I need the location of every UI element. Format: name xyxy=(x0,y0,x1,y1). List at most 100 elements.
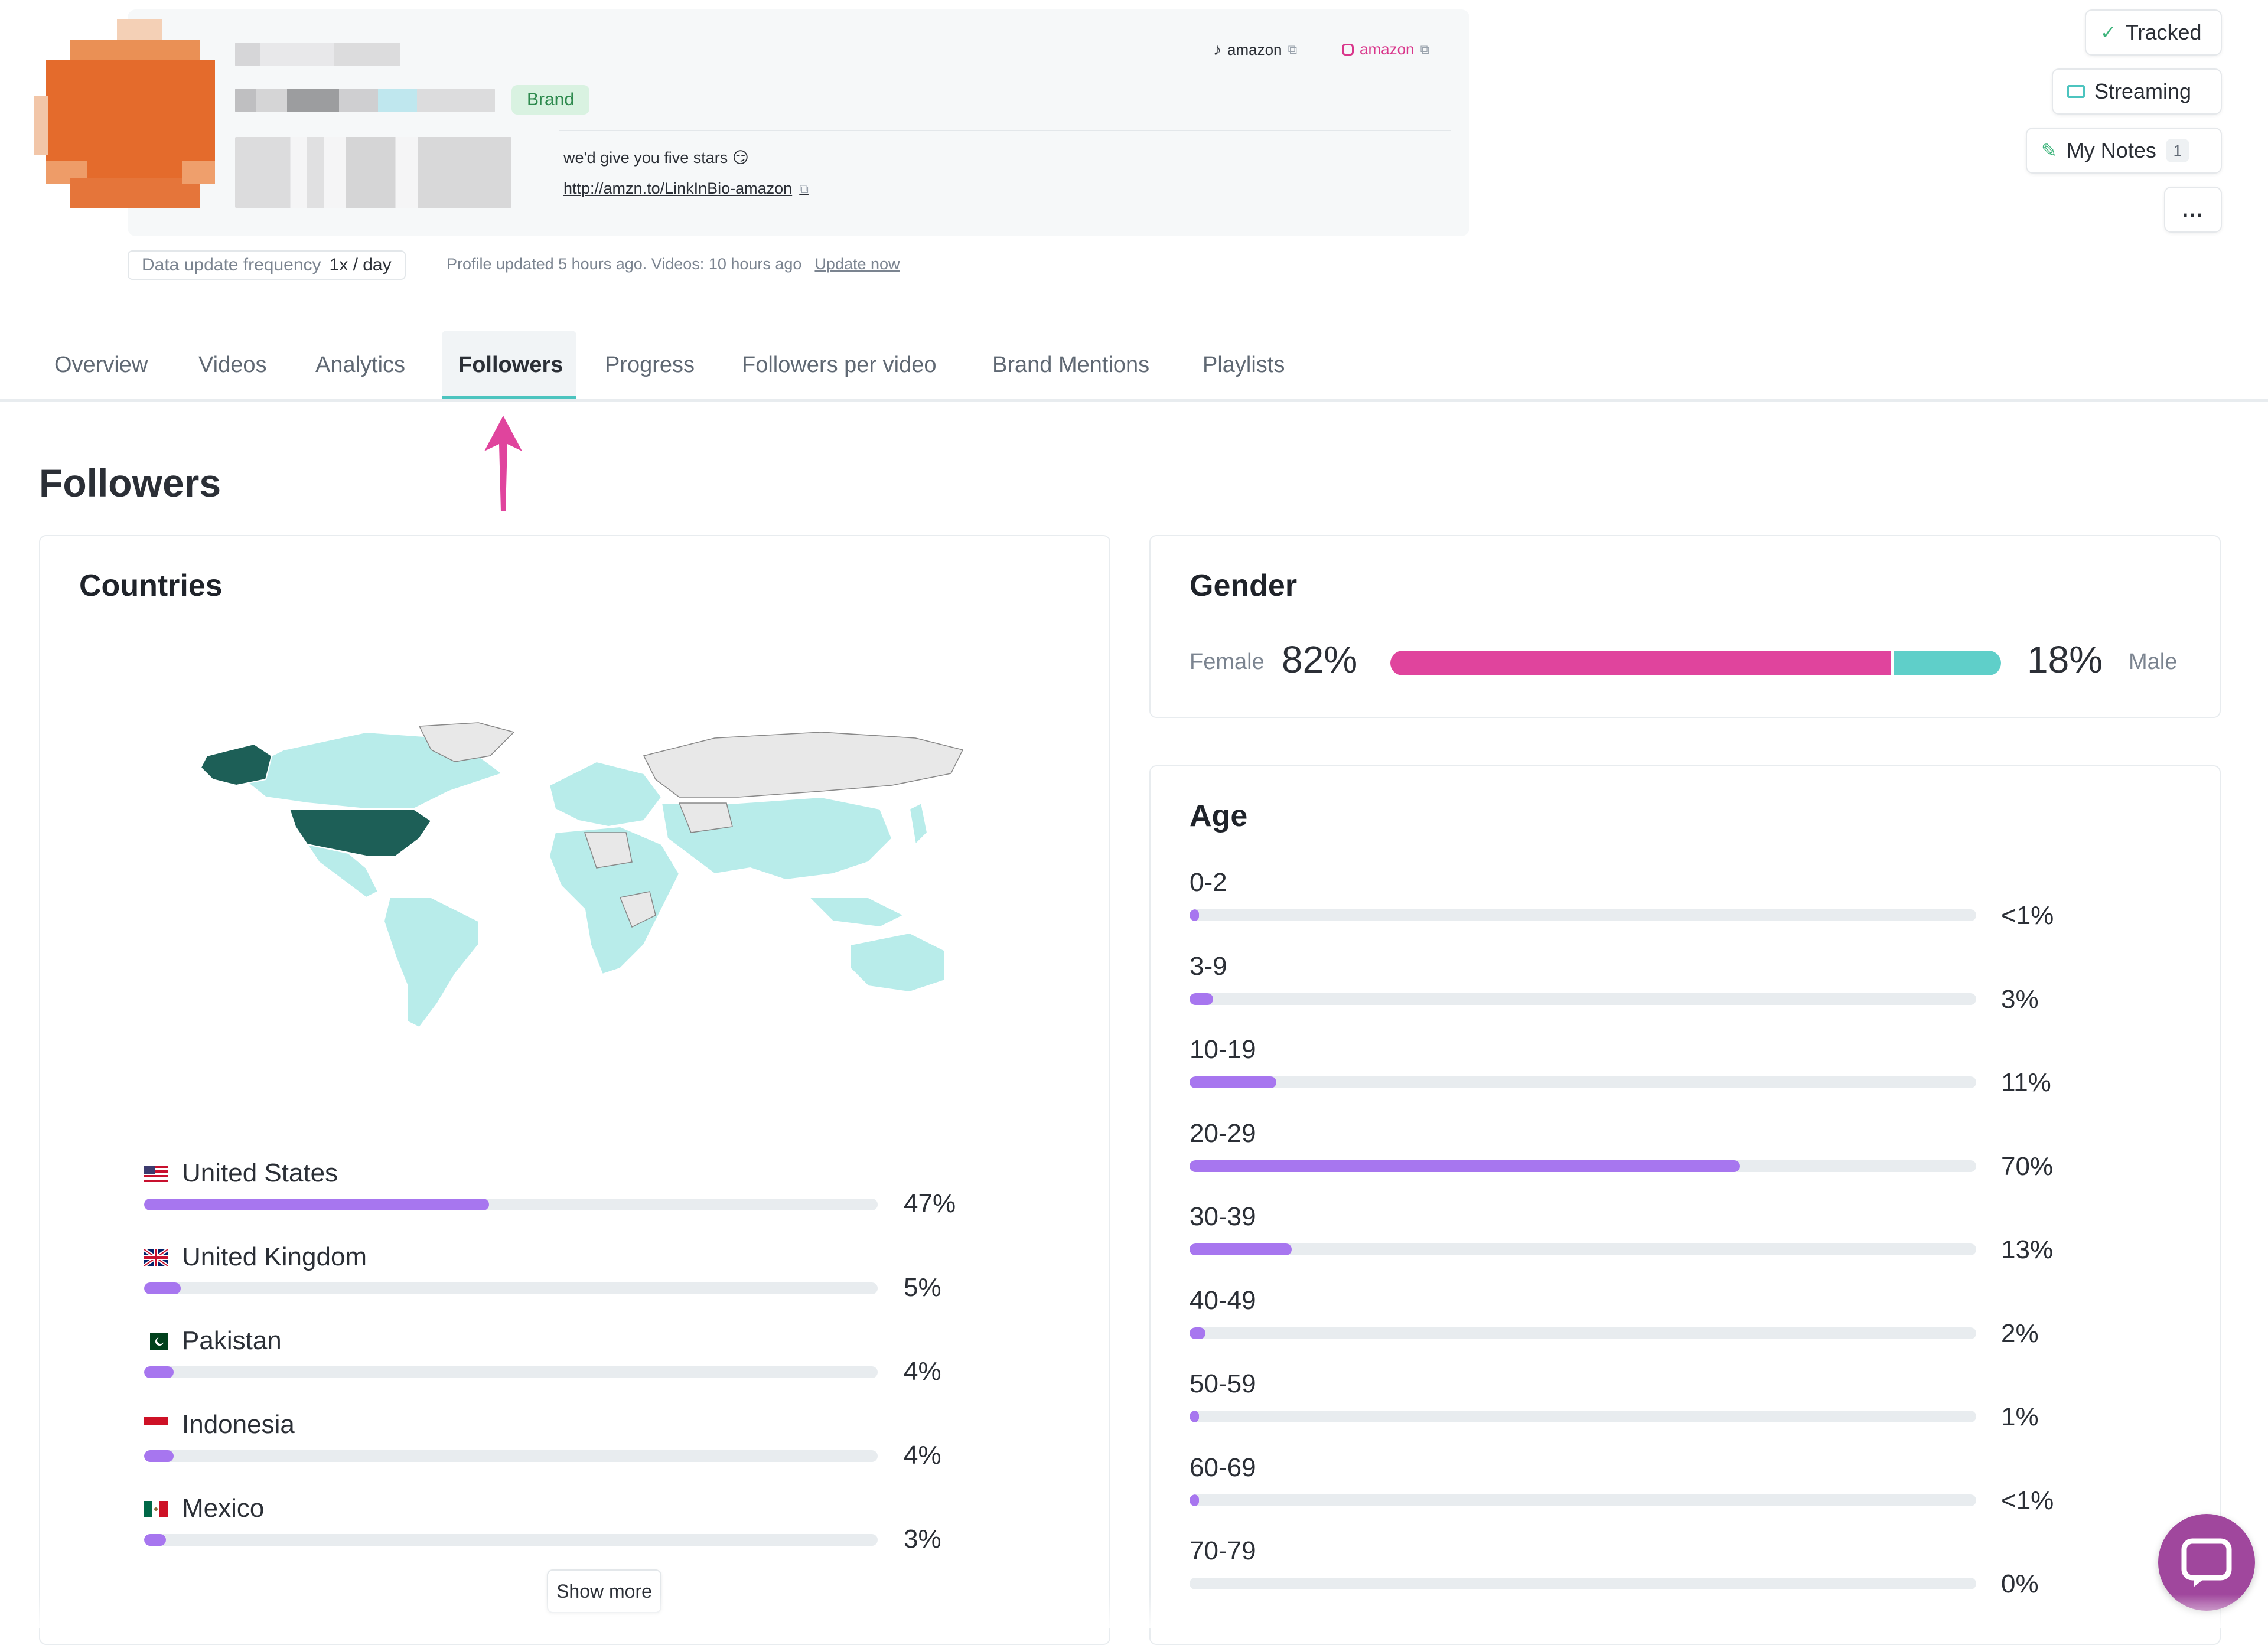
instagram-handle: amazon xyxy=(1360,40,1415,58)
age-bar-fill xyxy=(1190,993,1213,1005)
external-link-icon: ⧉ xyxy=(1288,42,1298,57)
brand-badge: Brand xyxy=(511,85,589,115)
age-bar xyxy=(1190,1578,1976,1589)
male-label: Male xyxy=(2129,649,2178,674)
country-row: Indonesia 4% xyxy=(144,1410,983,1470)
age-bar-fill xyxy=(1190,1243,1292,1255)
age-bar xyxy=(1190,1327,1976,1339)
external-link-icon: ⧉ xyxy=(799,181,809,196)
age-bar xyxy=(1190,909,1976,921)
age-range: 30-39 xyxy=(1190,1202,1256,1231)
tracked-label: Tracked xyxy=(2125,20,2202,44)
flag-id-icon xyxy=(144,1417,168,1434)
age-row: 60-69 <1% xyxy=(1190,1453,2075,1524)
age-row: 50-59 1% xyxy=(1190,1369,2075,1440)
external-link-icon: ⧉ xyxy=(1420,41,1430,57)
tab-analytics[interactable]: Analytics xyxy=(315,352,406,377)
tab-overview[interactable]: Overview xyxy=(54,352,148,377)
age-range: 3-9 xyxy=(1190,951,1227,981)
page-title: Followers xyxy=(39,461,221,505)
instagram-icon xyxy=(1342,43,1354,56)
tab-bar: Overview Videos Analytics Followers Prog… xyxy=(0,331,2268,402)
tab-brand-mentions[interactable]: Brand Mentions xyxy=(992,352,1150,377)
my-notes-button[interactable]: ✎ My Notes 1 xyxy=(2026,128,2222,174)
my-notes-label: My Notes xyxy=(2066,138,2156,162)
tab-playlists[interactable]: Playlists xyxy=(1203,352,1285,377)
country-bar xyxy=(144,1366,878,1378)
country-row: United Kingdom 5% xyxy=(144,1242,983,1302)
tracked-button[interactable]: ✓ Tracked xyxy=(2085,9,2222,56)
bio-text: we'd give you five stars 😏 xyxy=(563,149,749,167)
show-more-button[interactable]: Show more xyxy=(547,1569,662,1613)
gender-bar-divider xyxy=(1891,651,1894,675)
instagram-link[interactable]: amazon ⧉ xyxy=(1342,40,1429,58)
bio-link-text[interactable]: http://amzn.to/LinkInBio-amazon xyxy=(563,179,793,197)
country-name: Indonesia xyxy=(182,1410,295,1439)
countries-title: Countries xyxy=(79,569,223,603)
country-bar xyxy=(144,1282,878,1294)
pencil-icon: ✎ xyxy=(2041,140,2057,161)
age-range: 10-19 xyxy=(1190,1035,1256,1064)
country-bar xyxy=(144,1450,878,1462)
male-percent: 18% xyxy=(2027,638,2103,681)
country-percent: 5% xyxy=(904,1273,941,1302)
age-row: 40-49 2% xyxy=(1190,1286,2075,1357)
tab-progress[interactable]: Progress xyxy=(605,352,695,377)
pointer-arrow-icon xyxy=(484,416,522,511)
gender-bar-male xyxy=(1893,651,2001,675)
country-bar xyxy=(144,1534,878,1546)
gender-title: Gender xyxy=(1190,569,1298,603)
country-name: United Kingdom xyxy=(182,1242,367,1271)
age-percent: 1% xyxy=(2001,1402,2039,1431)
country-bar-fill xyxy=(144,1450,174,1462)
age-range: 60-69 xyxy=(1190,1453,1256,1482)
country-bar-fill xyxy=(144,1366,174,1378)
age-percent: 11% xyxy=(2001,1068,2051,1097)
chat-icon xyxy=(2181,1538,2232,1587)
gender-card xyxy=(1149,535,2221,718)
country-bar-fill xyxy=(144,1534,167,1546)
tiktok-link[interactable]: ♪ amazon ⧉ xyxy=(1213,40,1297,59)
more-options-button[interactable]: ... xyxy=(2164,187,2222,233)
bio-divider xyxy=(559,130,1451,131)
age-range: 0-2 xyxy=(1190,868,1227,897)
age-bar-fill xyxy=(1190,1160,1741,1172)
age-row: 0-2 <1% xyxy=(1190,868,2075,939)
age-percent: 2% xyxy=(2001,1318,2039,1348)
flag-pk-icon xyxy=(144,1333,168,1350)
country-name: United States xyxy=(182,1158,338,1187)
country-bar-fill xyxy=(144,1199,489,1210)
country-row: Pakistan 4% xyxy=(144,1326,983,1386)
tiktok-handle: amazon xyxy=(1227,40,1282,58)
age-bar xyxy=(1190,1243,1976,1255)
age-row: 3-9 3% xyxy=(1190,952,2075,1023)
countries-card xyxy=(39,535,1110,1645)
tab-videos[interactable]: Videos xyxy=(198,352,267,377)
age-bar xyxy=(1190,1160,1976,1172)
age-bar-fill xyxy=(1190,909,1199,921)
age-row: 70-79 0% xyxy=(1190,1536,2075,1607)
gender-bar-female xyxy=(1390,651,1891,675)
tiktok-icon: ♪ xyxy=(1213,40,1221,58)
country-percent: 4% xyxy=(904,1441,941,1470)
gender-bar xyxy=(1390,651,2001,675)
age-percent: 70% xyxy=(2001,1151,2054,1181)
update-now-link[interactable]: Update now xyxy=(814,255,900,273)
streaming-button[interactable]: Streaming xyxy=(2052,68,2222,115)
country-row: United States 47% xyxy=(144,1158,983,1218)
check-icon: ✓ xyxy=(2100,22,2116,43)
tab-followers[interactable]: Followers xyxy=(442,331,576,399)
blurred-stats xyxy=(235,137,511,208)
age-percent: <1% xyxy=(2001,1486,2054,1515)
flag-uk-icon xyxy=(144,1249,168,1266)
blurred-handle xyxy=(235,89,495,112)
update-status: Profile updated 5 hours ago. Videos: 10 … xyxy=(447,255,900,273)
female-label: Female xyxy=(1190,649,1265,674)
bio-link[interactable]: http://amzn.to/LinkInBio-amazon ⧉ xyxy=(563,179,809,198)
chat-button[interactable] xyxy=(2158,1514,2255,1611)
country-name: Pakistan xyxy=(182,1326,282,1355)
flag-us-icon xyxy=(144,1166,168,1182)
country-bar-fill xyxy=(144,1282,181,1294)
tab-followers-per-video[interactable]: Followers per video xyxy=(742,352,937,377)
age-bar xyxy=(1190,1411,1976,1422)
